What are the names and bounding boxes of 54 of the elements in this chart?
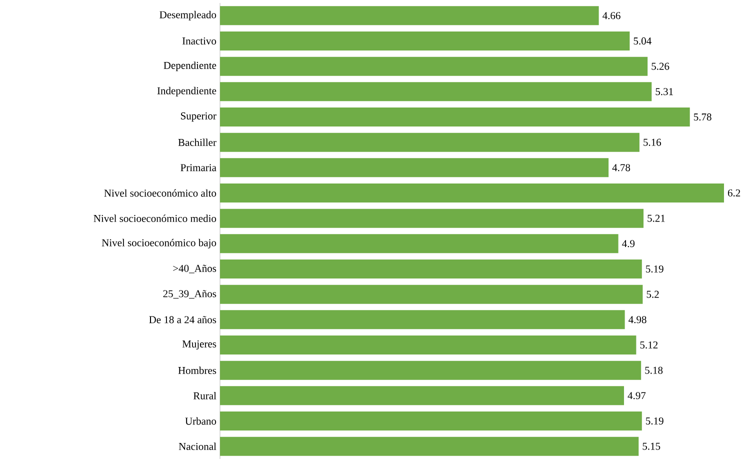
- y-tick-label: Bachiller: [178, 138, 216, 146]
- data-label: 6.2: [728, 189, 740, 197]
- y-tick-label: Hombres: [178, 366, 216, 374]
- bar: [220, 436, 639, 456]
- bar: [220, 107, 690, 126]
- y-tick-label: De 18 a 24 años: [149, 316, 216, 324]
- data-label: 4.78: [612, 164, 630, 172]
- data-label: 5.31: [656, 88, 673, 96]
- data-label: 5.04: [634, 37, 652, 45]
- bar: [220, 82, 652, 102]
- y-tick-label: Primaria: [180, 164, 216, 172]
- y-tick-label: Independiente: [157, 86, 216, 96]
- bar: [220, 132, 640, 152]
- y-tick-label: Desempleado: [160, 10, 216, 20]
- y-tick-label: Inactivo: [182, 37, 216, 45]
- bar: [220, 284, 643, 304]
- bar: [220, 360, 642, 380]
- data-label: 4.97: [628, 392, 646, 400]
- y-tick-label: Mujeres: [182, 340, 216, 350]
- bar: [220, 208, 644, 228]
- y-tick-label: Nivel socioeconómico bajo: [102, 238, 216, 248]
- bar: [220, 386, 624, 406]
- data-label: 5.2: [646, 290, 659, 298]
- data-label: 5.19: [646, 265, 664, 273]
- y-tick-label: Dependiente: [164, 62, 216, 72]
- data-label: 5.21: [648, 214, 665, 222]
- bar: [220, 310, 625, 330]
- y-tick-label: Nivel socioeconómico alto: [104, 189, 216, 197]
- data-label: 5.15: [642, 442, 660, 450]
- data-label: 5.12: [640, 341, 658, 349]
- data-label: 4.98: [628, 316, 646, 324]
- bar: [220, 183, 724, 202]
- y-tick-label: >40_Años: [173, 264, 216, 274]
- bar: [220, 335, 636, 354]
- bar: [220, 56, 648, 76]
- y-tick-label: Urbano: [185, 417, 216, 425]
- data-label: 5.78: [694, 113, 712, 121]
- y-tick-label: Nacional: [178, 442, 216, 450]
- bar: [220, 411, 642, 430]
- data-label: 5.19: [646, 417, 664, 425]
- bar: [220, 6, 599, 26]
- data-label: 4.66: [602, 12, 620, 20]
- data-label: 5.18: [645, 366, 663, 374]
- y-tick-label: 25_39_Años: [163, 290, 216, 299]
- bar: [220, 158, 609, 178]
- bar: [220, 31, 630, 50]
- bar: [220, 259, 642, 278]
- data-label: 4.9: [622, 240, 635, 248]
- y-tick-label: Rural: [193, 392, 216, 400]
- y-tick-label: Superior: [181, 112, 216, 122]
- data-label: 5.16: [644, 138, 662, 146]
- data-label: 5.26: [652, 62, 670, 70]
- y-tick-label: Nivel socioeconómico medio: [94, 214, 216, 222]
- bar: [220, 234, 618, 254]
